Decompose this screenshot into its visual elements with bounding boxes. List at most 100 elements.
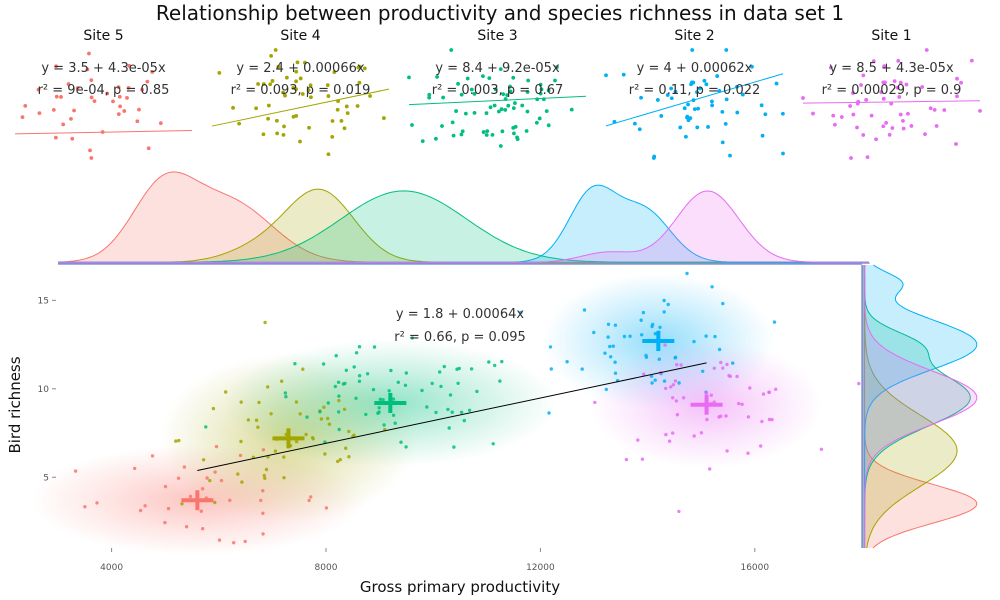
site-point bbox=[512, 131, 516, 136]
site-point bbox=[254, 106, 259, 111]
site-point bbox=[357, 64, 362, 69]
data-point bbox=[640, 333, 644, 337]
data-point bbox=[644, 353, 648, 358]
site-point bbox=[441, 95, 446, 100]
site-point bbox=[855, 125, 859, 130]
data-point bbox=[354, 396, 358, 400]
x-density-panel bbox=[57, 171, 870, 265]
data-point bbox=[396, 380, 400, 384]
data-point bbox=[613, 360, 617, 364]
data-point bbox=[323, 452, 327, 456]
site-point bbox=[294, 113, 299, 118]
site-point bbox=[407, 75, 411, 80]
site-point bbox=[895, 85, 900, 90]
site-point bbox=[500, 129, 505, 134]
site-point bbox=[811, 111, 815, 116]
site-point bbox=[942, 108, 947, 112]
site-point bbox=[325, 83, 330, 88]
data-point bbox=[294, 400, 299, 404]
data-point bbox=[344, 446, 348, 450]
data-point bbox=[364, 412, 368, 417]
site-point bbox=[515, 135, 519, 140]
data-point bbox=[213, 470, 217, 474]
data-point bbox=[731, 361, 735, 365]
data-point bbox=[692, 434, 696, 438]
data-point bbox=[342, 407, 347, 411]
data-point bbox=[410, 336, 414, 340]
data-point bbox=[387, 389, 391, 393]
data-point bbox=[725, 362, 729, 367]
site-point bbox=[231, 105, 235, 110]
site-point bbox=[861, 73, 866, 78]
site-point bbox=[454, 109, 458, 113]
site-point bbox=[881, 124, 886, 129]
data-point bbox=[628, 334, 632, 338]
data-point bbox=[254, 418, 259, 422]
site-point bbox=[909, 124, 914, 128]
site-point bbox=[839, 115, 844, 119]
data-point bbox=[669, 385, 673, 389]
data-point bbox=[150, 454, 155, 458]
site-point bbox=[538, 91, 543, 96]
site-point bbox=[760, 133, 765, 138]
data-point bbox=[737, 401, 741, 406]
data-point bbox=[163, 484, 168, 489]
site-point bbox=[874, 137, 878, 142]
site-point bbox=[273, 48, 278, 52]
data-point bbox=[640, 457, 645, 461]
data-point bbox=[327, 422, 332, 426]
site-point bbox=[704, 82, 709, 87]
site-point bbox=[484, 111, 489, 116]
data-point bbox=[336, 459, 340, 464]
site-point bbox=[669, 96, 674, 101]
data-point bbox=[721, 366, 725, 370]
site-point bbox=[695, 90, 699, 94]
site-point bbox=[923, 132, 927, 137]
data-point bbox=[238, 453, 243, 458]
data-point bbox=[701, 369, 705, 373]
site-point bbox=[689, 82, 693, 87]
site-point bbox=[300, 92, 305, 96]
site-point bbox=[538, 82, 543, 87]
site-point bbox=[513, 101, 517, 105]
data-point bbox=[819, 447, 824, 451]
site-point bbox=[440, 124, 444, 128]
site-point bbox=[525, 90, 530, 94]
site-point bbox=[306, 88, 311, 92]
site-point bbox=[954, 142, 958, 146]
site-point bbox=[330, 134, 335, 139]
site-point bbox=[898, 80, 903, 85]
site-point bbox=[934, 124, 939, 128]
panel-strip-label: Site 1 bbox=[871, 28, 911, 44]
site-point bbox=[435, 75, 439, 79]
site-point bbox=[513, 124, 518, 129]
site-point bbox=[472, 111, 477, 115]
site-point bbox=[294, 69, 299, 74]
data-point bbox=[675, 413, 680, 417]
site-point bbox=[906, 111, 910, 116]
site-point bbox=[723, 121, 728, 126]
site-point bbox=[728, 153, 732, 158]
site-point bbox=[345, 111, 350, 116]
overall-stats: r² = 0.66, p = 0.095 bbox=[394, 330, 526, 345]
data-point bbox=[377, 406, 381, 410]
data-point bbox=[760, 419, 764, 424]
data-point bbox=[324, 506, 329, 510]
data-point bbox=[493, 363, 497, 368]
data-point bbox=[653, 332, 657, 336]
data-point bbox=[318, 410, 322, 414]
site-point bbox=[690, 48, 695, 52]
site-point bbox=[410, 123, 414, 127]
site-point bbox=[460, 129, 465, 134]
x-tick-label: 12000 bbox=[526, 563, 555, 573]
site-point bbox=[427, 92, 432, 97]
data-point bbox=[719, 360, 723, 365]
data-point bbox=[622, 334, 627, 339]
site-point bbox=[456, 81, 460, 86]
site-point bbox=[481, 130, 486, 134]
data-point bbox=[372, 345, 377, 349]
site-point bbox=[256, 82, 260, 86]
site-point bbox=[520, 103, 525, 108]
data-point bbox=[95, 501, 99, 505]
site-panel-site-5: Site 5 y = 3.5 + 4.3e-05x r² = 9e-04, p = … bbox=[14, 28, 193, 160]
